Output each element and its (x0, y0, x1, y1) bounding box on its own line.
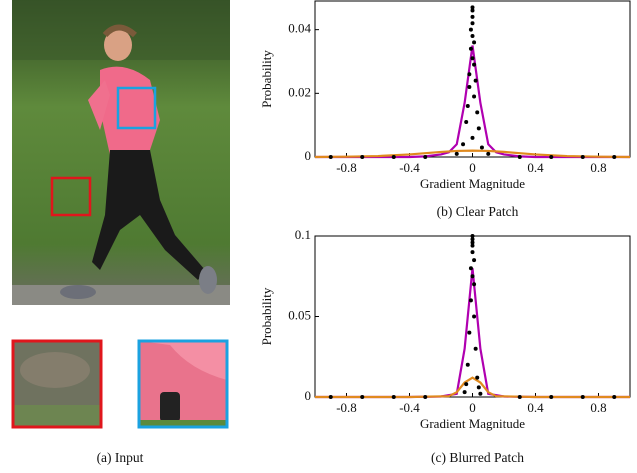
data-point (392, 155, 396, 159)
data-point (463, 390, 467, 394)
data-point (486, 152, 490, 156)
input-photo (12, 0, 230, 305)
data-point (469, 266, 473, 270)
fit-curve (315, 46, 630, 157)
data-point (549, 395, 553, 399)
crop-red (13, 341, 101, 427)
data-point (455, 152, 459, 156)
x-tick-label: -0.4 (399, 400, 420, 415)
data-point (472, 258, 476, 262)
x-tick-label: -0.4 (399, 160, 420, 175)
y-tick-label: 0.02 (288, 84, 311, 99)
data-point (464, 120, 468, 124)
data-point (475, 110, 479, 114)
data-point (471, 21, 475, 25)
data-point (471, 56, 475, 60)
data-point (469, 28, 473, 32)
crop-blue (139, 341, 227, 427)
data-point (581, 395, 585, 399)
data-point (466, 363, 470, 367)
data-point (518, 155, 522, 159)
data-point (471, 34, 475, 38)
data-point (423, 155, 427, 159)
data-point (480, 145, 484, 149)
y-axis-label: Probability (259, 287, 274, 345)
y-tick-label: 0.04 (288, 21, 311, 36)
data-point (478, 392, 482, 396)
figure: (a) Input -0.8 -0.4 0 0.4 0.8 0 0.02 0.04 Gradie… (0, 0, 637, 473)
data-point (518, 395, 522, 399)
y-axis-label: Probability (259, 50, 274, 108)
data-point (360, 395, 364, 399)
data-point (329, 155, 333, 159)
data-point (474, 79, 478, 83)
data-point (461, 142, 465, 146)
data-point (612, 155, 616, 159)
data-point (471, 274, 475, 278)
data-point (329, 395, 333, 399)
y-tick-label: 0.1 (295, 227, 311, 242)
x-tick-label: 0.8 (590, 400, 606, 415)
data-point (467, 331, 471, 335)
data-point (472, 315, 476, 319)
x-tick-label: 0.4 (527, 160, 544, 175)
x-axis-label: Gradient Magnitude (420, 416, 525, 431)
data-point (472, 282, 476, 286)
x-tick-label: 0.8 (590, 160, 606, 175)
data-point (392, 395, 396, 399)
x-tick-label: 0 (469, 400, 476, 415)
x-tick-label: -0.8 (336, 160, 357, 175)
x-tick-label: 0 (469, 160, 476, 175)
data-point (581, 155, 585, 159)
data-point (467, 72, 471, 76)
x-axis-label: Gradient Magnitude (420, 176, 525, 191)
panel-caption: (c) Blurred Patch (431, 450, 524, 465)
data-point (471, 250, 475, 254)
data-point (469, 298, 473, 302)
data-point (472, 63, 476, 67)
x-tick-label: -0.8 (336, 400, 357, 415)
x-tick-label: 0.4 (527, 400, 544, 415)
data-point (471, 136, 475, 140)
data-point (360, 155, 364, 159)
panel-caption: (b) Clear Patch (437, 204, 519, 219)
input-caption: (a) Input (97, 450, 144, 465)
data-point (474, 347, 478, 351)
data-point (471, 9, 475, 13)
y-tick-label: 0.05 (288, 307, 311, 322)
data-point (469, 47, 473, 51)
data-point (471, 15, 475, 19)
data-point (464, 382, 468, 386)
data-point (612, 395, 616, 399)
data-point (477, 385, 481, 389)
data-point (467, 85, 471, 89)
y-tick-label: 0 (305, 388, 312, 403)
data-point (466, 104, 470, 108)
data-point (477, 126, 481, 130)
data-point (472, 40, 476, 44)
y-tick-label: 0 (305, 148, 312, 163)
data-point (472, 95, 476, 99)
data-point (423, 395, 427, 399)
data-point (475, 376, 479, 380)
data-point (471, 244, 475, 248)
data-point (549, 155, 553, 159)
